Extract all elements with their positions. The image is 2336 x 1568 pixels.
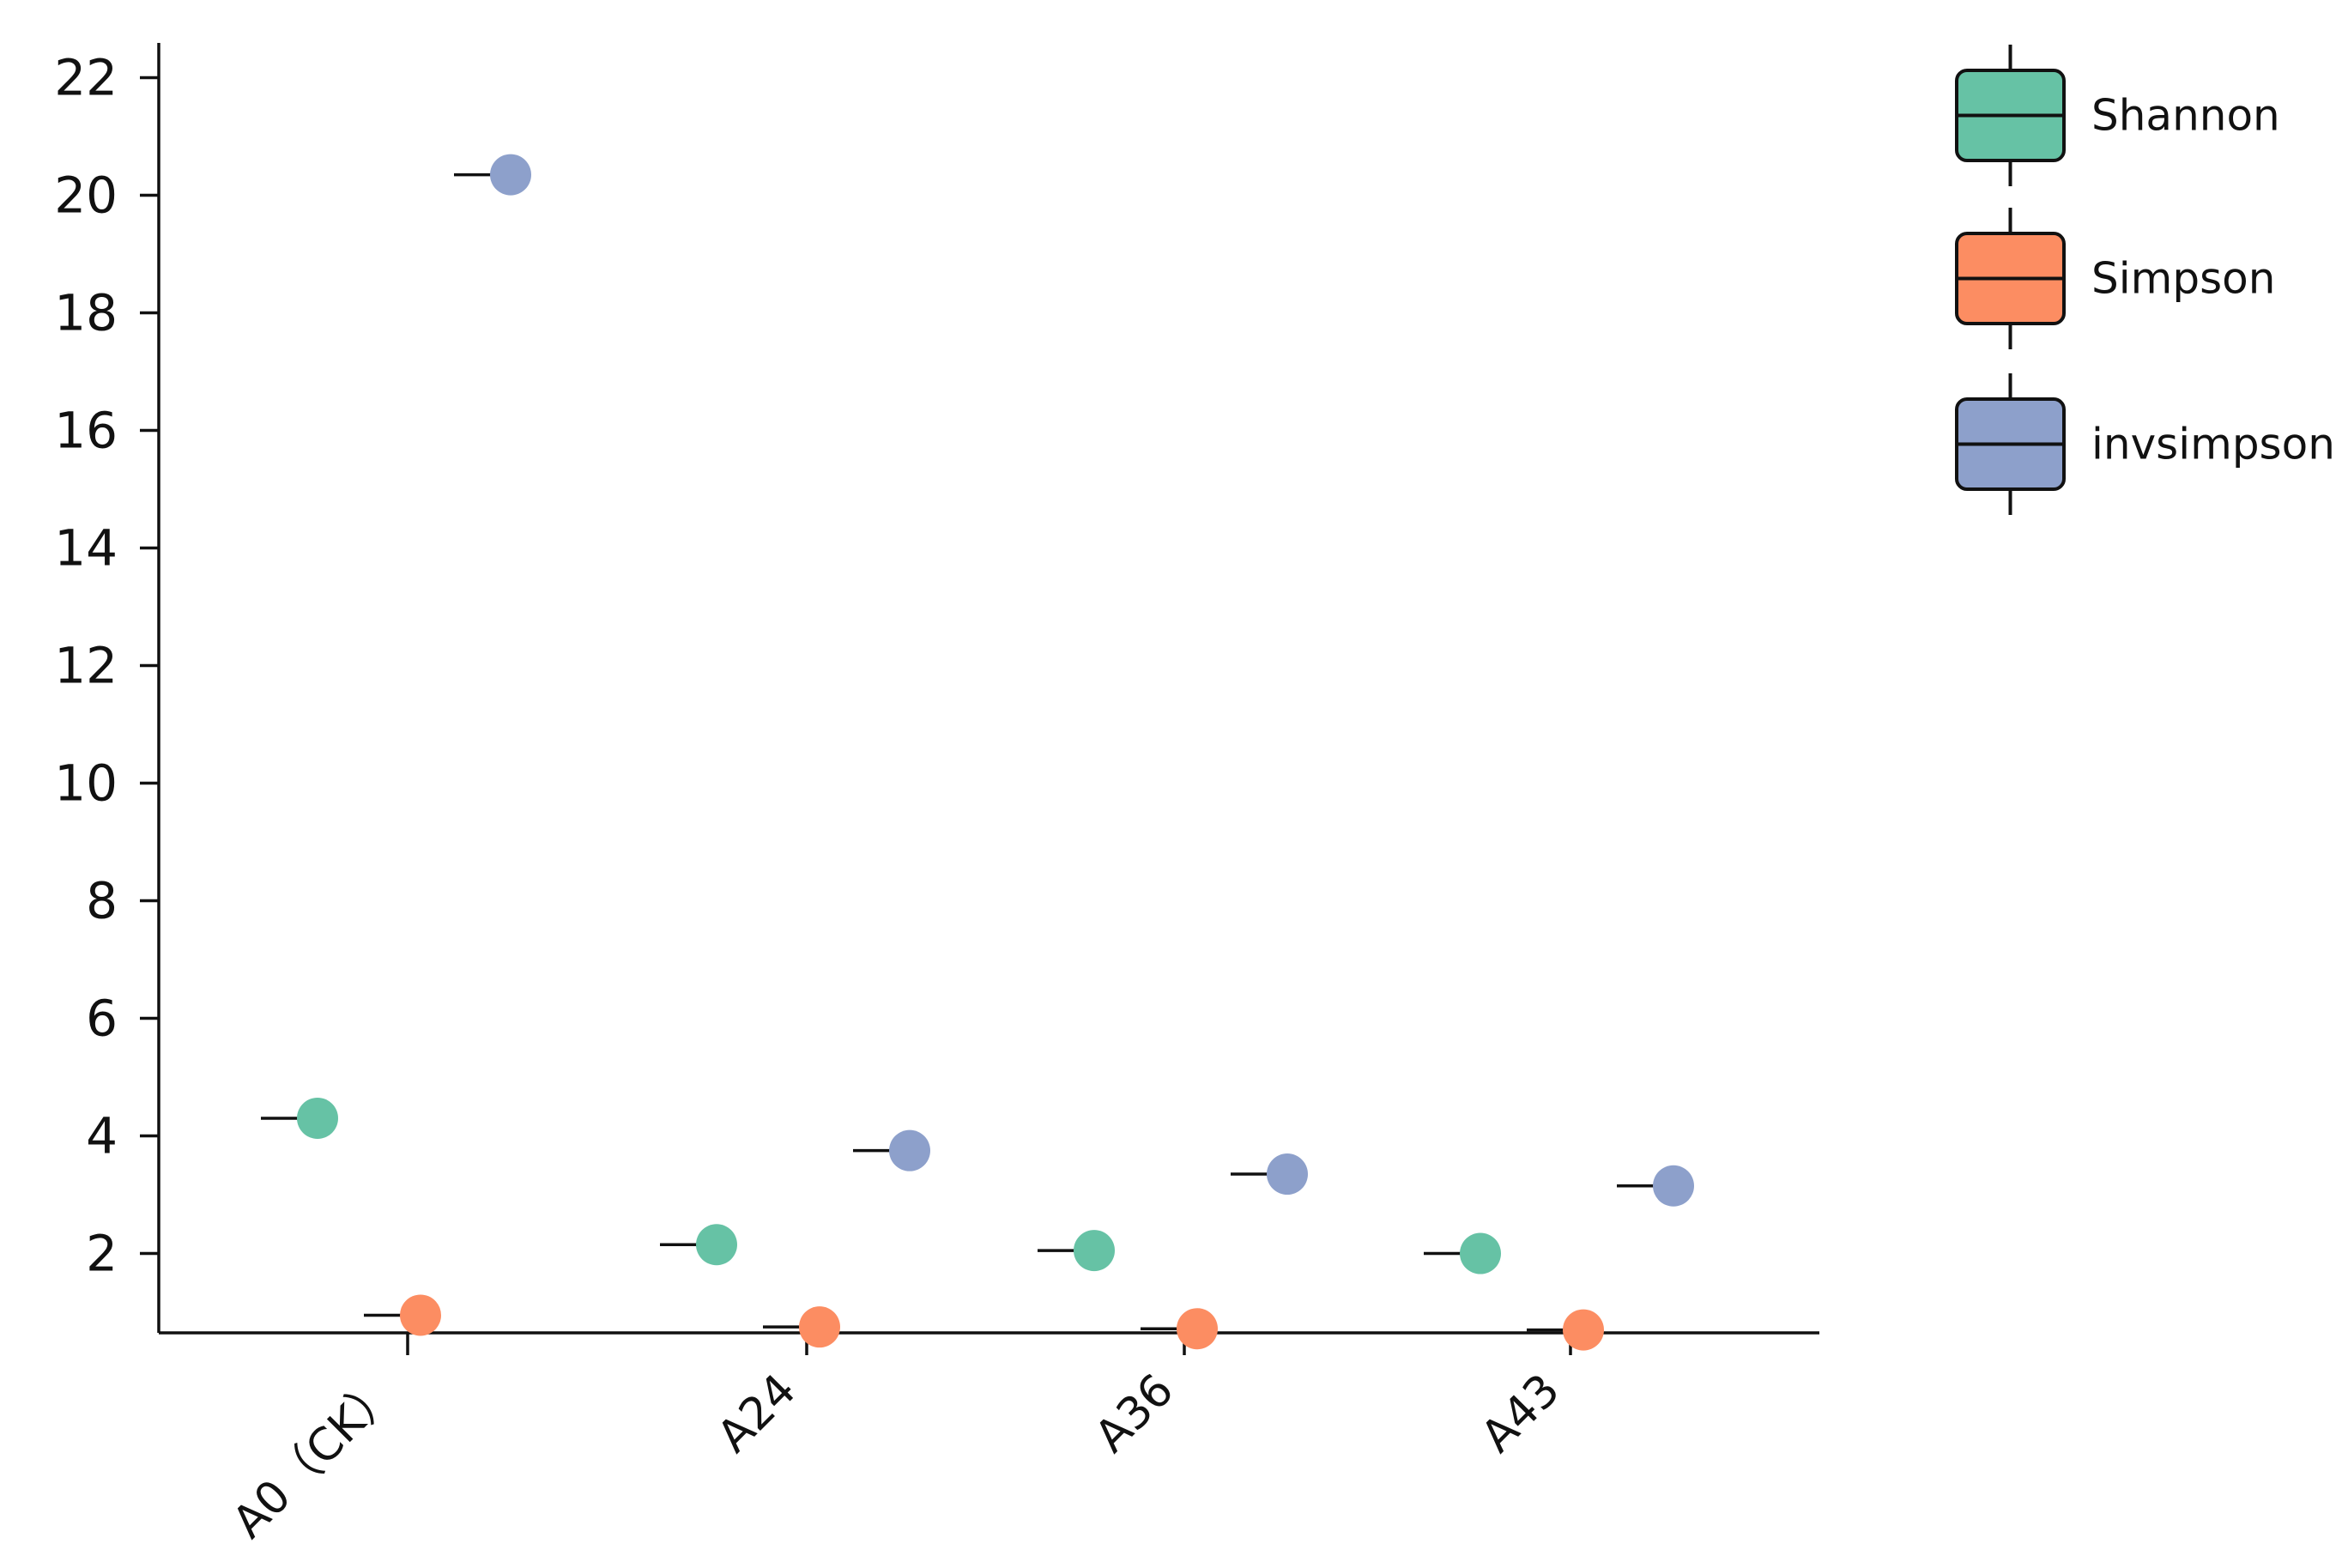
y-tick-label: 6 [86, 990, 118, 1048]
legend: Shannon Simpson invsimpson [1955, 45, 2335, 515]
x-tick-label: A0（CK） [223, 1365, 407, 1548]
legend-label: invsimpson [2091, 420, 2335, 469]
box-shannon-1 [660, 1224, 737, 1266]
legend-item-shannon: Shannon [1955, 45, 2280, 186]
legend-label: Simpson [2091, 254, 2275, 304]
data-point [889, 1129, 930, 1171]
box-shannon-2 [1038, 1230, 1115, 1272]
data-point [297, 1097, 338, 1139]
box-invsimpson-2 [1231, 1153, 1308, 1196]
data-point [1460, 1232, 1501, 1274]
data-point [1563, 1309, 1604, 1351]
y-tick-label: 12 [54, 637, 118, 695]
legend-item-invsimpson: invsimpson [1955, 373, 2335, 515]
y-tick-label: 22 [54, 49, 118, 107]
box-shannon-3 [1424, 1232, 1501, 1274]
x-axis: A0（CK） A24 A36 A43 [159, 1331, 1819, 1548]
data-point [799, 1306, 840, 1348]
box-simpson-3 [1527, 1309, 1604, 1351]
data-point [696, 1224, 737, 1266]
box-simpson-0 [364, 1294, 441, 1336]
y-tick-label: 20 [54, 166, 118, 225]
box-invsimpson-3 [1617, 1165, 1694, 1207]
x-tick-label: A43 [1472, 1365, 1570, 1462]
box-invsimpson-0 [454, 154, 531, 196]
legend-label: Shannon [2091, 91, 2280, 141]
box-simpson-2 [1141, 1308, 1218, 1350]
y-tick-label: 8 [86, 872, 118, 930]
data-point [400, 1294, 441, 1336]
y-axis: 2 4 6 8 10 12 14 16 18 20 22 [54, 43, 160, 1333]
x-tick-label: A24 [708, 1365, 806, 1462]
legend-item-simpson: Simpson [1955, 208, 2275, 349]
y-tick-label: 16 [54, 402, 118, 460]
data-point [1653, 1165, 1694, 1207]
y-tick-label: 2 [86, 1225, 118, 1283]
box-shannon-0 [261, 1097, 338, 1139]
box-simpson-1 [763, 1306, 840, 1348]
y-tick-label: 4 [86, 1107, 118, 1165]
data-point [490, 154, 531, 196]
y-tick-label: 14 [54, 519, 118, 578]
data-point [1177, 1308, 1218, 1350]
box-invsimpson-1 [853, 1129, 930, 1171]
y-tick-label: 18 [54, 284, 118, 342]
x-tick-label: A36 [1086, 1365, 1183, 1462]
plot-marks [261, 154, 1694, 1351]
data-point [1267, 1153, 1308, 1196]
y-tick-label: 10 [54, 754, 118, 813]
data-point [1074, 1230, 1115, 1272]
